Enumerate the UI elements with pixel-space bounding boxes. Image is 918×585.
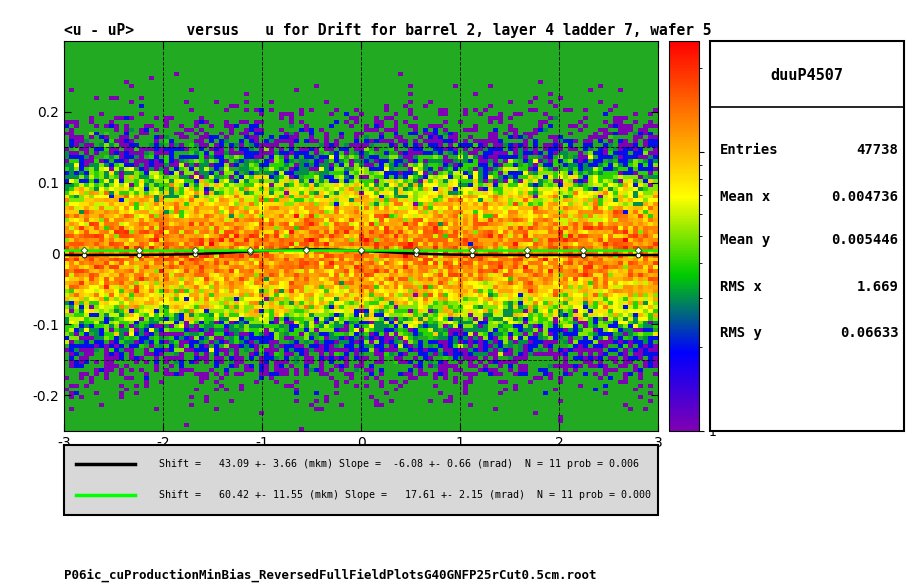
Text: 0.06633: 0.06633 [840, 326, 899, 340]
Text: Shift =   60.42 +- 11.55 (mkm) Slope =   17.61 +- 2.15 (mrad)  N = 11 prob = 0.0: Shift = 60.42 +- 11.55 (mkm) Slope = 17.… [141, 490, 652, 500]
Text: RMS y: RMS y [720, 326, 762, 340]
Text: Entries: Entries [720, 143, 778, 157]
Text: duuP4507: duuP4507 [770, 68, 844, 83]
Text: Mean x: Mean x [720, 190, 770, 204]
Text: RMS x: RMS x [720, 280, 762, 294]
Text: <u - uP>      versus   u for Drift for barrel 2, layer 4 ladder 7, wafer 5: <u - uP> versus u for Drift for barrel 2… [64, 22, 711, 39]
Text: Mean y: Mean y [720, 233, 770, 247]
Text: 0.004736: 0.004736 [832, 190, 899, 204]
Text: 1.669: 1.669 [856, 280, 899, 294]
Text: 0.005446: 0.005446 [832, 233, 899, 247]
Text: Shift =   43.09 +- 3.66 (mkm) Slope =  -6.08 +- 0.66 (mrad)  N = 11 prob = 0.006: Shift = 43.09 +- 3.66 (mkm) Slope = -6.0… [141, 459, 640, 469]
Text: P06ic_cuProductionMinBias_ReversedFullFieldPlotsG40GNFP25rCut0.5cm.root: P06ic_cuProductionMinBias_ReversedFullFi… [64, 569, 597, 582]
Text: 47738: 47738 [856, 143, 899, 157]
